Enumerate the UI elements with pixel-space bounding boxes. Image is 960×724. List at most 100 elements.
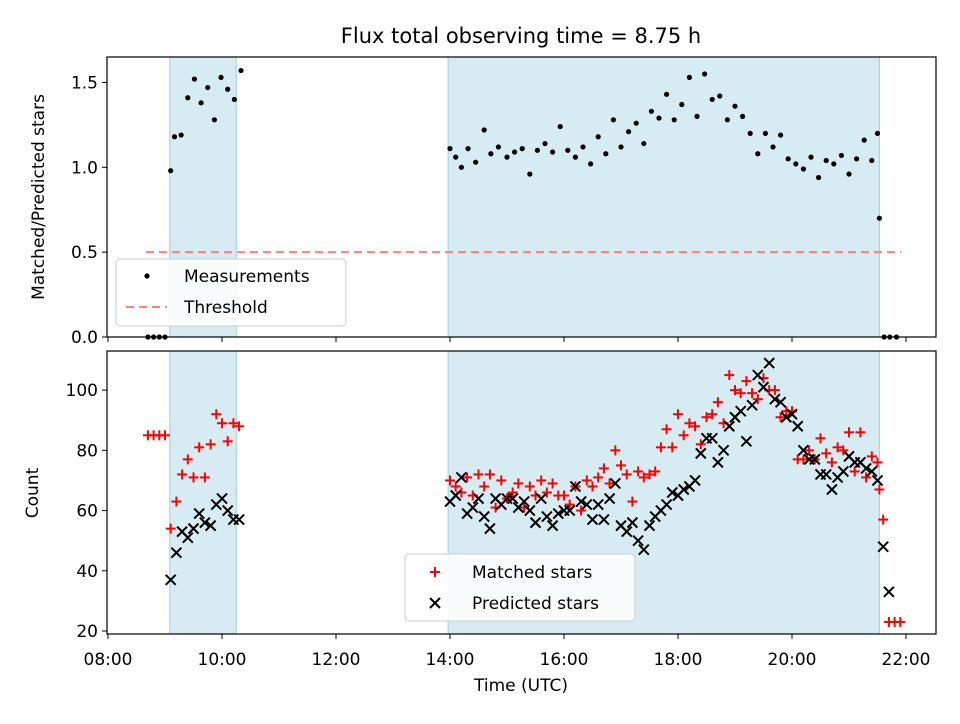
measurement-point (838, 152, 845, 159)
matched-star-point (576, 505, 587, 516)
predicted-star-point (569, 480, 582, 493)
measurement-point (793, 161, 799, 167)
matched-star-point (199, 472, 210, 483)
predicted-star-point (877, 540, 889, 553)
matched-star-point (752, 394, 763, 405)
measurement-point (755, 151, 761, 157)
measurement-point (495, 144, 502, 150)
top-legend-box (115, 258, 347, 327)
predicted-star-point (860, 462, 872, 475)
predicted-star-point (187, 522, 200, 535)
predicted-star-point (677, 483, 690, 496)
predicted-star-point (712, 456, 724, 469)
predicted-star-point (216, 492, 228, 505)
matched-star-point (496, 475, 507, 486)
measurement-point (770, 144, 776, 150)
predicted-star-point (233, 513, 245, 526)
measurement-point (565, 147, 571, 153)
matched-star-point (855, 427, 866, 438)
matched-star-point (234, 421, 245, 432)
predicted-star-point (871, 474, 884, 487)
predicted-star-point (204, 519, 217, 532)
measurement-point (205, 84, 211, 91)
matched-star-point (473, 469, 484, 480)
measurement-point (231, 96, 237, 103)
x-tick-label: 08:00 (84, 650, 133, 670)
matched-star-point (587, 481, 598, 492)
matched-star-point (673, 409, 683, 420)
matched-star-point (775, 412, 786, 423)
predicted-star-point (752, 369, 764, 381)
matched-star-point (160, 430, 170, 441)
measurement-point (800, 166, 807, 172)
matched-star-point (462, 472, 473, 483)
predicted-star-point (193, 507, 205, 520)
matched-star-point (524, 481, 535, 492)
measurement-point (664, 91, 670, 97)
predicted-star-point (598, 513, 610, 526)
predicted-star-point (626, 516, 639, 529)
predicted-star-point (717, 444, 730, 457)
matched-star-point (655, 442, 666, 453)
measurement-point (453, 154, 459, 160)
legend-matched-label: Matched stars (472, 563, 592, 583)
legend-predicted-label: Predicted stars (472, 594, 599, 614)
predicted-star-point (820, 468, 832, 481)
matched-star-point (695, 439, 706, 450)
measurement-point (595, 134, 601, 140)
predicted-star-point (541, 510, 553, 523)
shaded-interval (447, 56, 880, 338)
measurement-point (618, 144, 624, 150)
matched-star-point (815, 433, 826, 444)
measurement-point (218, 74, 224, 80)
predicted-star-point (757, 381, 770, 393)
measurement-point (504, 154, 510, 160)
legend-threshold-label: Threshold (183, 298, 268, 318)
x-tick-label: 16:00 (540, 650, 589, 670)
matched-star-point (701, 412, 712, 423)
measurement-point (588, 161, 594, 167)
matched-star-point (598, 463, 609, 474)
predicted-star-point (467, 501, 479, 514)
measurement-point (191, 76, 198, 82)
x-tick-label: 22:00 (882, 650, 931, 670)
predicted-star-point (643, 519, 656, 532)
matched-star-point (667, 442, 678, 453)
matched-star-point (171, 496, 182, 507)
predicted-star-point (524, 504, 536, 517)
matched-star-point (874, 484, 885, 495)
predicted-star-point (529, 516, 542, 529)
measurement-point (465, 146, 471, 152)
predicted-star-point (199, 516, 211, 529)
measurement-point (171, 134, 178, 140)
measurement-point (511, 149, 518, 155)
predicted-star-point (552, 507, 565, 520)
measurement-point (603, 151, 609, 157)
measurement-point (656, 115, 662, 121)
matched-star-point (798, 454, 809, 465)
predicted-star-point (472, 492, 485, 505)
measurement-point (679, 101, 685, 108)
measurement-point (198, 100, 204, 106)
predicted-star-point (866, 465, 878, 478)
predicted-star-point (774, 396, 787, 408)
matched-star-point (684, 418, 695, 429)
measurement-point (724, 117, 731, 123)
matched-star-point (479, 481, 490, 492)
matched-star-point (747, 388, 758, 399)
matched-star-point (211, 409, 222, 420)
matched-star-point (678, 430, 689, 441)
bottom-legend: Matched stars Predicted stars (404, 553, 636, 622)
measurement-point (519, 146, 525, 152)
top-legend: Measurements Threshold (115, 258, 347, 327)
measurement-point (447, 146, 453, 152)
matched-star-point (547, 478, 558, 489)
predicted-star-point (546, 519, 559, 532)
matched-star-point (217, 418, 227, 429)
matched-star-point (541, 487, 552, 498)
matched-star-point (513, 478, 524, 489)
measurement-point (808, 154, 814, 160)
y-tick-label: 20 (76, 622, 98, 642)
measurement-point (542, 140, 548, 147)
chart-title: Flux total observing time = 8.75 h (341, 24, 701, 48)
